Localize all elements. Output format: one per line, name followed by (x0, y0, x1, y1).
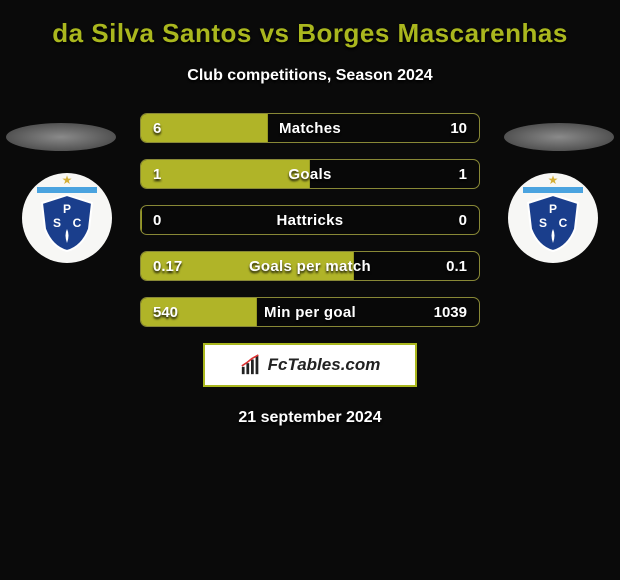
svg-text:S: S (539, 216, 547, 230)
stat-label: Goals per match (141, 252, 479, 280)
club-logo-left: ★ P S C (22, 173, 112, 263)
barchart-icon (240, 354, 262, 376)
star-icon: ★ (548, 173, 559, 187)
stat-value-right: 0.1 (434, 252, 479, 280)
stat-value-right: 10 (438, 114, 479, 142)
svg-text:P: P (63, 202, 71, 216)
stat-value-right: 0 (447, 206, 479, 234)
subtitle: Club competitions, Season 2024 (0, 67, 620, 85)
shield-icon: P S C (523, 183, 583, 253)
svg-text:C: C (559, 216, 568, 230)
crest-left: ★ P S C (37, 183, 97, 253)
stat-row: 6Matches10 (140, 113, 480, 143)
stat-row: 540Min per goal1039 (140, 297, 480, 327)
svg-text:S: S (53, 216, 61, 230)
brand-box[interactable]: FcTables.com (203, 343, 417, 387)
stat-row: 1Goals1 (140, 159, 480, 189)
club-logo-right: ★ P S C (508, 173, 598, 263)
svg-text:P: P (549, 202, 557, 216)
stats-bars: 6Matches101Goals10Hattricks00.17Goals pe… (140, 113, 480, 327)
stat-row: 0Hattricks0 (140, 205, 480, 235)
stat-row: 0.17Goals per match0.1 (140, 251, 480, 281)
page-title: da Silva Santos vs Borges Mascarenhas (0, 0, 620, 49)
stat-label: Hattricks (141, 206, 479, 234)
brand-text: FcTables.com (268, 355, 381, 375)
comparison-container: ★ P S C ★ P S C 6Matches101Goals10Hattri (0, 113, 620, 427)
stat-value-right: 1039 (422, 298, 479, 326)
flag-left (6, 123, 116, 151)
date: 21 september 2024 (0, 409, 620, 427)
crest-stripe (523, 187, 583, 193)
stat-label: Goals (141, 160, 479, 188)
star-icon: ★ (62, 173, 73, 187)
svg-text:C: C (73, 216, 82, 230)
flag-right (504, 123, 614, 151)
stat-value-right: 1 (447, 160, 479, 188)
stat-label: Matches (141, 114, 479, 142)
crest-stripe (37, 187, 97, 193)
crest-right: ★ P S C (523, 183, 583, 253)
shield-icon: P S C (37, 183, 97, 253)
